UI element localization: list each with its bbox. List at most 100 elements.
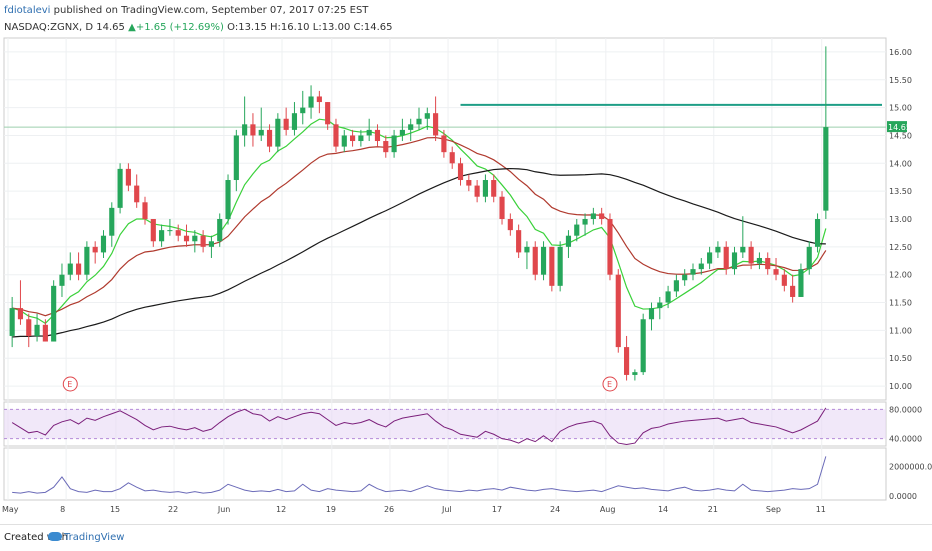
up-arrow-icon: ▲ <box>128 22 136 33</box>
x-tick-label: 11 <box>816 505 826 514</box>
candle-up <box>756 257 762 264</box>
symbol-name[interactable]: NASDAQ:ZGNX, D <box>4 22 94 33</box>
x-tick-label: Jul <box>441 505 452 514</box>
candle-up <box>34 324 40 336</box>
footer: Created with TradingView <box>0 524 932 551</box>
chart-canvas[interactable]: May 8 15 22 Jun 12 19 26 Jul 17 24 Aug 14 21 Sep 11 10.0… <box>0 0 932 524</box>
x-tick-label: 15 <box>110 505 120 514</box>
price-tick-label: 15.00 <box>889 104 912 113</box>
tradingview-link[interactable]: TradingView <box>64 532 125 543</box>
candle-up <box>291 113 298 130</box>
earnings-marker-label: E <box>67 380 72 389</box>
candle-down <box>325 102 331 125</box>
candle-up <box>51 285 57 342</box>
candle-down <box>773 269 779 275</box>
x-tick-label: 19 <box>326 505 336 514</box>
candle-up <box>300 107 306 114</box>
candle-up <box>242 124 248 136</box>
candle-up <box>823 127 829 211</box>
x-tick-label: 14 <box>658 505 668 514</box>
candle-down <box>599 213 605 219</box>
price-tick-label: 14.50 <box>889 131 912 140</box>
candle-up <box>208 241 214 247</box>
candle-down <box>125 168 131 186</box>
volume-line <box>12 456 827 494</box>
candle-up <box>682 274 688 281</box>
candle-up <box>798 269 804 297</box>
x-tick-label: 21 <box>708 505 718 514</box>
candle-up <box>416 118 422 125</box>
candle-up <box>341 135 347 147</box>
rsi-tick-label: 40.0000 <box>889 435 922 444</box>
rsi-line <box>11 407 827 446</box>
candle-up <box>117 168 123 208</box>
candle-up <box>366 129 372 136</box>
sma-slow-line <box>12 167 826 338</box>
price-tick-label: 15.50 <box>889 76 912 85</box>
candle-up <box>9 308 15 336</box>
x-tick-label: 8 <box>60 505 65 514</box>
price-tick-label: 11.00 <box>889 326 912 335</box>
candle-up <box>582 219 588 225</box>
candle-down <box>466 180 472 186</box>
candle-down <box>76 263 82 275</box>
x-tick-label: 12 <box>276 505 286 514</box>
candle-up <box>524 246 530 253</box>
author-link[interactable]: fdiotalevi <box>4 5 51 16</box>
ohlc-open: O:13.15 <box>227 22 267 33</box>
price-tick-label: 16.00 <box>889 48 912 57</box>
candle-up <box>540 246 547 275</box>
ohlc-low: L:13.00 <box>312 22 351 33</box>
candle-down <box>507 219 513 231</box>
candle-down <box>474 185 480 197</box>
candle-up <box>698 263 704 270</box>
candle-down <box>283 118 289 130</box>
price-tick-label: 13.50 <box>889 187 912 196</box>
candle-down <box>92 246 98 253</box>
candle-down <box>150 219 156 242</box>
candle-up <box>233 135 239 181</box>
candle-up <box>665 291 671 303</box>
x-tick-label: Jun <box>217 505 231 514</box>
candle-down <box>26 319 32 336</box>
candle-up <box>690 269 696 275</box>
candle-up <box>275 118 281 147</box>
candle-down <box>457 163 464 181</box>
candle-down <box>549 246 555 286</box>
candle-down <box>175 230 181 236</box>
symbol-line: NASDAQ:ZGNX, D 14.65 ▲+1.65 (+12.69%) O:… <box>4 22 393 33</box>
candle-down <box>449 152 455 164</box>
candle-up <box>740 246 746 253</box>
candle-up <box>100 235 107 253</box>
candle-up <box>731 252 738 270</box>
candle-up <box>565 235 572 247</box>
candle-up <box>657 302 663 309</box>
price-tick-label: 13.00 <box>889 215 912 224</box>
candle-down <box>723 246 729 270</box>
candle-up <box>590 213 596 219</box>
candle-down <box>748 246 754 264</box>
ohlc-close: C:14.65 <box>353 22 393 33</box>
candle-up <box>806 246 812 270</box>
x-tick-label: 24 <box>550 505 560 514</box>
candle-down <box>250 124 256 136</box>
price-tick-label: 12.50 <box>889 243 912 252</box>
rsi-tick-label: 80.0000 <box>889 405 922 414</box>
candle-up <box>648 308 655 320</box>
price-tick-label: 10.00 <box>889 382 912 391</box>
candle-up <box>84 246 90 275</box>
publish-line: fdiotalevi published on TradingView.com,… <box>4 5 368 16</box>
ema-mid-line <box>12 136 827 317</box>
x-tick-label: 22 <box>168 505 178 514</box>
candle-down <box>183 235 190 242</box>
volume-tick-label: 2000000.0000 <box>889 463 932 472</box>
candle-up <box>424 113 430 119</box>
ema-fast-line <box>11 118 827 325</box>
candle-down <box>134 185 140 203</box>
candle-down <box>607 219 613 275</box>
chart-header: fdiotalevi published on TradingView.com,… <box>0 0 932 38</box>
candle-up <box>574 224 580 236</box>
candle-down <box>333 124 339 147</box>
x-tick-label: 17 <box>492 505 502 514</box>
ohlc-high: H:16.10 <box>270 22 310 33</box>
